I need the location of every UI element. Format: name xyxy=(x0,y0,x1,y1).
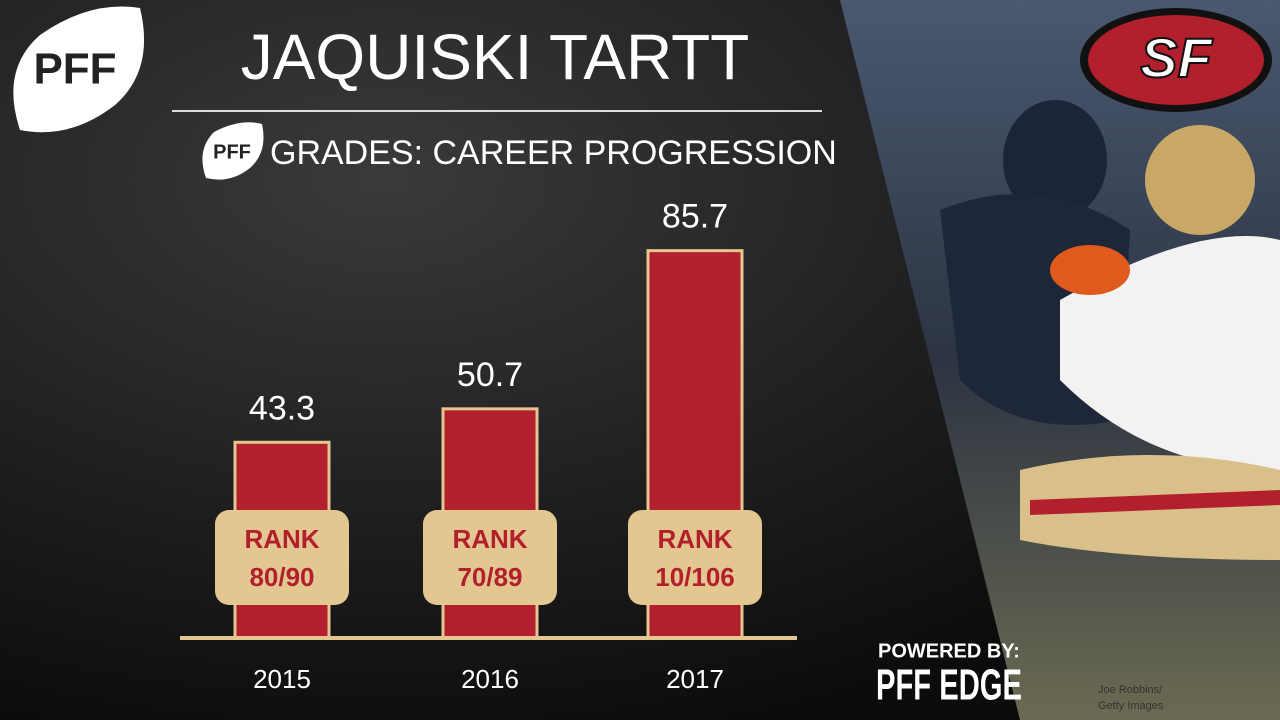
value-label: 85.7 xyxy=(662,198,728,236)
x-tick-label: 2016 xyxy=(461,664,519,694)
value-label: 50.7 xyxy=(457,356,523,394)
rank-box xyxy=(423,510,557,605)
edge-text: PFF EDGE xyxy=(876,661,1022,710)
chart-title: JAQUISKI TARTT xyxy=(241,21,750,93)
rank-box xyxy=(215,510,349,605)
team-logo-text: SF xyxy=(1140,26,1213,89)
logo-text: PFF xyxy=(33,45,116,94)
pff-logo: PFF xyxy=(13,6,145,133)
rank-label: 70/89 xyxy=(457,562,522,592)
rank-label: 10/106 xyxy=(655,562,735,592)
rank-title: RANK xyxy=(244,524,319,554)
rank-title: RANK xyxy=(657,524,732,554)
team-logo: SF xyxy=(1080,8,1272,112)
rank-label: 80/90 xyxy=(249,562,314,592)
value-label: 43.3 xyxy=(249,389,315,427)
rank-box xyxy=(628,510,762,605)
rank-title: RANK xyxy=(452,524,527,554)
small-logo-text: PFF xyxy=(213,141,251,163)
powered-by: POWERED BY: xyxy=(878,640,1020,662)
x-tick-label: 2017 xyxy=(666,664,724,694)
photo-credit: Joe Robbins/ xyxy=(1098,684,1163,696)
pff-small-logo: PFF xyxy=(202,122,264,180)
x-tick-label: 2015 xyxy=(253,664,311,694)
photo-credit: Getty Images xyxy=(1098,700,1164,712)
chart-subtitle: GRADES: CAREER PROGRESSION xyxy=(270,134,837,172)
players xyxy=(940,100,1280,560)
